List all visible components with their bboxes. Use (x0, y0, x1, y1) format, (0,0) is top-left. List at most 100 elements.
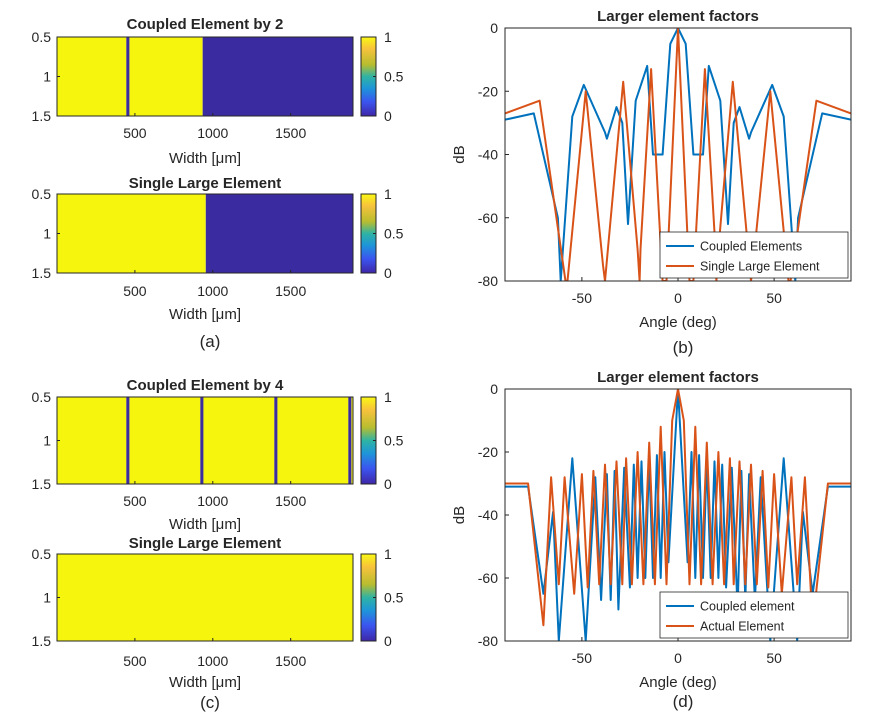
heatmap-cell-0 (57, 194, 206, 273)
y-tick-label: 1.5 (32, 476, 52, 492)
y-tick-label: 1.5 (32, 108, 52, 124)
y-tick-label: 1 (43, 590, 51, 606)
x-tick-label: 1500 (275, 653, 306, 669)
legend-box (659, 591, 849, 639)
x-tick-label: 0 (674, 650, 682, 666)
legend-label: Coupled Elements (700, 240, 802, 254)
heatmap-coupled-by-2: Coupled Element by 2 500 1000 1500 0.5 1 1.5 Wi… (32, 16, 404, 167)
y-tick-label: -60 (478, 570, 498, 586)
plot-area (505, 389, 851, 641)
y-tick-label: 1 (43, 433, 51, 449)
y-tick-label: 0 (490, 20, 498, 36)
heatmap-cell-0 (57, 37, 127, 116)
x-tick-label: -50 (572, 290, 592, 306)
colorbar-tick-label: 0 (384, 108, 392, 124)
panel-label-b: (b) (673, 338, 694, 357)
x-tick-label: 50 (766, 290, 782, 306)
line-chart-b: Larger element factors -50 0 50 0 -20 -40 -60 -8… (451, 8, 852, 331)
legend: Coupled element Actual Element (659, 591, 849, 639)
chart-title: Single Large Element (129, 175, 282, 192)
plot-area (505, 28, 851, 281)
heatmap-single-large-a: Single Large Element 500 1000 1500 0.5 1 1.5 Wi… (32, 175, 404, 323)
x-tick-label: 1000 (197, 653, 228, 669)
y-tick-label: -20 (478, 444, 498, 460)
colorbar-tick-label: 1 (384, 389, 392, 405)
x-axis-label: Width [μm] (169, 674, 241, 691)
series-line-single-large-element (505, 28, 851, 281)
heatmap-cell-0 (57, 397, 127, 484)
y-axis-label: dB (451, 145, 468, 163)
y-tick-label: 1 (43, 69, 51, 85)
heatmap-cell-1 (126, 37, 130, 116)
x-axis-label: Width [μm] (169, 306, 241, 323)
heatmap-single-large-c: Single Large Element 500 1000 1500 0.5 1 1.5 Wi… (32, 535, 404, 691)
legend-label: Coupled element (700, 600, 795, 614)
y-tick-label: -40 (478, 147, 498, 163)
y-tick-label: -40 (478, 507, 498, 523)
chart-title: Single Large Element (129, 535, 282, 552)
y-tick-label: 0.5 (32, 546, 52, 562)
x-tick-label: 0 (674, 290, 682, 306)
colorbar-tick-label: 1 (384, 186, 392, 202)
x-tick-label: 1000 (197, 125, 228, 141)
chart-title: Coupled Element by 2 (127, 16, 284, 33)
x-tick-label: 50 (766, 650, 782, 666)
x-axis-label: Angle (deg) (639, 674, 717, 691)
heatmap-cell-0 (57, 554, 353, 641)
y-tick-label: 1.5 (32, 633, 52, 649)
colorbar-tick-label: 0.5 (384, 433, 404, 449)
chart-title: Coupled Element by 4 (127, 377, 284, 394)
heatmap-cell-2 (129, 397, 201, 484)
x-tick-label: 1000 (197, 283, 228, 299)
colorbar-tick-label: 0.5 (384, 69, 404, 85)
colorbar-tick-label: 1 (384, 546, 392, 562)
line-chart-d: Larger element factors -50 0 50 0 -20 -40 -60 -8… (451, 369, 852, 691)
y-tick-label: -80 (478, 273, 498, 289)
x-tick-label: 1500 (275, 283, 306, 299)
heatmap-coupled-by-4: Coupled Element by 4 500 1000 1500 0.5 1 1.5 Wi… (32, 377, 404, 533)
x-tick-label: 500 (123, 653, 147, 669)
x-axis-label: Width [μm] (169, 150, 241, 167)
x-tick-label: 500 (123, 283, 147, 299)
colorbar-tick-label: 0.5 (384, 590, 404, 606)
panel-label-c: (c) (200, 693, 220, 712)
y-tick-label: 0.5 (32, 389, 52, 405)
heatmap-cell-1 (205, 194, 353, 273)
y-tick-label: 0.5 (32, 186, 52, 202)
legend-box (659, 231, 849, 279)
heatmap-cell-8 (351, 397, 353, 484)
heatmap-cell-5 (274, 397, 278, 484)
heatmap-cell-4 (203, 397, 275, 484)
y-axis-label: dB (451, 506, 468, 524)
heatmap-cell-1 (126, 397, 130, 484)
heatmap-cell-7 (348, 397, 352, 484)
chart-title: Larger element factors (597, 369, 759, 386)
series-line-actual-element (505, 389, 851, 627)
colorbar-tick-label: 0 (384, 265, 392, 281)
y-tick-label: 0.5 (32, 29, 52, 45)
y-tick-label: -60 (478, 210, 498, 226)
x-tick-label: 1500 (275, 125, 306, 141)
panel-label-a: (a) (200, 332, 221, 351)
panel-label-d: (d) (673, 692, 694, 711)
colorbar-tick-label: 0 (384, 633, 392, 649)
series-line-coupled-elements (505, 28, 851, 281)
x-axis-label: Angle (deg) (639, 314, 717, 331)
heatmap-cell-3 (200, 397, 204, 484)
x-tick-label: 1000 (197, 493, 228, 509)
x-tick-label: -50 (572, 650, 592, 666)
colorbar-tick-label: 1 (384, 29, 392, 45)
y-tick-label: 0 (490, 381, 498, 397)
x-tick-label: 500 (123, 493, 147, 509)
legend-label: Single Large Element (700, 260, 820, 274)
heatmap-cell-6 (277, 397, 349, 484)
colorbar-tick-label: 0 (384, 476, 392, 492)
x-axis-label: Width [μm] (169, 516, 241, 533)
series-line-coupled-element (505, 389, 851, 641)
y-tick-label: 1 (43, 226, 51, 242)
y-tick-label: 1.5 (32, 265, 52, 281)
y-tick-label: -80 (478, 633, 498, 649)
heatmap-cell-3 (202, 37, 353, 116)
legend-label: Actual Element (700, 620, 785, 634)
